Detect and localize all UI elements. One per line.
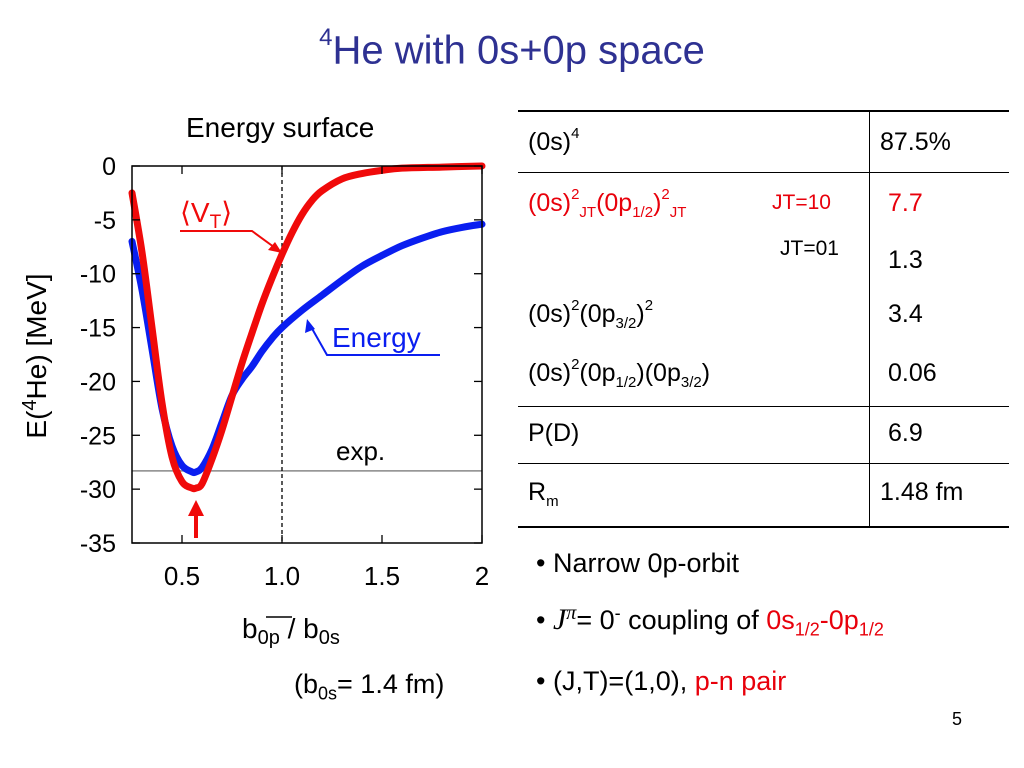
config-sup: 2: [571, 185, 580, 203]
y-tick-label: -30: [80, 476, 116, 504]
config-cell: Rm: [518, 464, 870, 526]
probability-cell: 1.48 fm: [880, 478, 964, 506]
bullet-dot: •: [536, 605, 553, 635]
y-tick-label: -35: [80, 530, 116, 558]
x-tick-label: 2: [475, 561, 489, 591]
orbit-sub: 1/2: [794, 619, 820, 640]
config-text: (0s): [528, 189, 572, 217]
j-symbol: J: [552, 603, 567, 636]
vt-label: ⟨VT⟩: [180, 197, 232, 233]
probability-cell: 0.06: [888, 359, 937, 387]
config-text: (0p: [579, 359, 616, 387]
config-sub: 1/2: [615, 374, 637, 391]
config-text: (0p: [579, 300, 616, 328]
config-text: ): [701, 359, 711, 387]
config-text: ): [653, 189, 662, 217]
title-text: He with 0s+0p space: [332, 28, 705, 73]
b0s-note: (b0s= 1.4 fm): [294, 669, 444, 704]
y-tick-label: -25: [80, 422, 116, 450]
energy-surface-chart: 0 -5 -10 -15 -20 -25 -30 -35 0.5 1.0 1.5 2 b0p / b0…: [19, 153, 489, 649]
vt-curve: [128, 162, 486, 493]
bullet-text: • (J,T)=(1,0),: [536, 666, 695, 696]
orbit-0p: -0p: [819, 605, 859, 635]
config-sub: JT: [669, 204, 687, 221]
chart-caption: Energy surface: [186, 112, 375, 143]
table-row: Rm 1.48 fm: [518, 464, 1009, 526]
orbit-0s: 0s: [766, 605, 795, 635]
pn-pair-text: p-n pair: [694, 666, 787, 696]
config-sub: 3/2: [615, 315, 637, 332]
b0s-note-sub: 0s: [318, 683, 338, 704]
energy-curve: [128, 220, 486, 477]
config-sup: 2: [644, 296, 654, 314]
energy-pointer-line: [309, 324, 440, 356]
title-superscript: 4: [319, 24, 333, 51]
table-row: (0s)2(0p1/2)(0p3/2) 0.06: [518, 343, 1009, 407]
bullet-narrow-orbit: • Narrow 0p-orbit: [536, 548, 740, 578]
table-row: (0s)4 87.5%: [518, 112, 1009, 173]
config-sub: JT: [579, 204, 597, 221]
vt-arrowhead: [268, 242, 282, 253]
jt-label: JT=01: [780, 237, 839, 260]
config-sub: 1/2: [632, 204, 654, 221]
slide-title: 4He with 0s+0p space: [0, 24, 1024, 73]
config-sup: 2: [571, 296, 580, 314]
exp-label: exp.: [336, 436, 385, 466]
probability-cell: 87.5%: [880, 128, 951, 156]
x-tick-label: 1.5: [364, 561, 400, 591]
y-tick-label: -10: [80, 261, 116, 289]
config-text: R: [528, 478, 547, 506]
configuration-table: (0s)4 87.5% (0s)2JT(0p1/2)2JT JT=10 7.7 J…: [518, 110, 1009, 528]
bullet-text: coupling of: [620, 605, 767, 635]
config-cell: (0s)2(0p3/2)2: [518, 288, 870, 343]
pi-symbol: π: [566, 602, 577, 624]
bullet-coupling: • Jπ= 0- coupling of 0s1/2-0p1/2: [536, 602, 884, 640]
config-cell: (0s)2JT(0p1/2)2JT JT=10: [518, 173, 870, 233]
jt-label: JT=10: [772, 191, 831, 214]
x-tick-label: 0.5: [164, 561, 200, 591]
table-row: P(D) 6.9: [518, 407, 1009, 464]
page-number: 5: [952, 709, 963, 729]
config-cell: P(D): [518, 407, 870, 463]
b0s-note-post: = 1.4 fm): [337, 669, 445, 699]
config-text: (0s): [528, 359, 572, 387]
config-text: ): [636, 300, 645, 328]
table-row: (0s)2(0p3/2)2 3.4: [518, 288, 1009, 343]
y-tick-label: -5: [94, 207, 116, 235]
probability-cell: 7.7: [888, 189, 923, 217]
bullet-text: = 0: [576, 605, 615, 635]
y-tick-label: -15: [80, 315, 116, 343]
table-row: (0s)2JT(0p1/2)2JT JT=10 7.7: [518, 173, 1009, 233]
config-cell: (0s)2(0p1/2)(0p3/2): [518, 343, 870, 406]
x-axis-label: b0p / b0s: [242, 613, 340, 649]
config-text: )(0p: [636, 359, 681, 387]
probability-cell: 3.4: [888, 300, 923, 328]
config-sub: m: [546, 493, 559, 510]
config-sup: 2: [661, 185, 670, 203]
plot-frame: [131, 165, 483, 544]
config-sup: 2: [571, 355, 580, 373]
bullet-sup: -: [614, 603, 621, 623]
energy-label: Energy: [332, 322, 421, 353]
y-tick-label: -20: [80, 368, 116, 396]
probability-cell: 1.3: [888, 246, 923, 274]
config-cell: (0s)4: [518, 112, 870, 172]
config-text: (0s): [528, 300, 572, 328]
y-tick-label: 0: [102, 153, 116, 181]
b0s-note-pre: (b: [294, 669, 319, 699]
config-sub: 3/2: [680, 374, 702, 391]
table-row: JT=01 1.3: [518, 233, 1009, 288]
bullet-pn-pair: • (J,T)=(1,0), p-n pair: [536, 666, 786, 697]
config-cell: JT=01: [518, 233, 870, 288]
vt-pointer-line: [180, 230, 279, 251]
x-tick-label: 1.0: [264, 561, 300, 591]
probability-cell: 6.9: [888, 419, 923, 447]
minimum-arrowhead: [188, 500, 204, 516]
y-axis-label: E(4He) [MeV]: [19, 273, 52, 438]
config-sup: 4: [571, 124, 580, 142]
config-text: (0p: [596, 189, 633, 217]
config-text: (0s): [528, 128, 572, 156]
orbit-sub: 1/2: [858, 619, 884, 640]
energy-arrowhead: [305, 319, 315, 333]
